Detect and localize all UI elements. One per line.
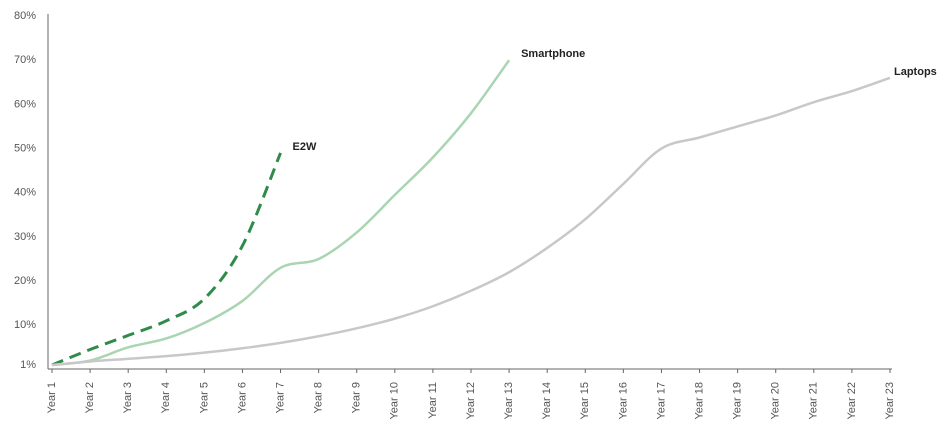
y-tick-label: 60% [14,98,36,110]
x-tick-label: Year 10 [389,382,401,420]
x-tick-label: Year 4 [160,382,172,413]
y-tick-label: 80% [14,10,36,22]
x-tick-label: Year 15 [579,382,591,420]
series-line [51,59,511,367]
x-tick-label: Year 20 [770,382,782,420]
x-tick-label: Year 8 [313,382,325,413]
y-tick-label: 30% [14,231,36,243]
x-tick-label: Year 5 [198,382,210,413]
y-tick-label: 40% [14,187,36,199]
series-line [51,76,891,367]
series-label: Smartphone [521,48,585,60]
x-tick-label: Year 3 [122,382,134,413]
x-tick-label: Year 6 [236,382,248,413]
series-label: E2W [293,141,317,153]
x-tick-label: Year 22 [846,382,858,420]
x-tick-label: Year 18 [693,382,705,420]
x-tick-label: Year 17 [655,382,667,420]
x-tick-label: Year 7 [274,382,286,413]
series-line [51,152,282,367]
x-tick-label: Year 9 [351,382,363,413]
x-tick-label: Year 2 [84,382,96,413]
y-tick-label: 20% [14,275,36,287]
x-tick-label: Year 13 [503,382,515,420]
series-label: Laptops [894,66,937,78]
x-tick-label: Year 16 [617,382,629,420]
x-tick-label: Year 21 [808,382,820,420]
y-tick-label: 10% [14,319,36,331]
y-tick-label: 1% [20,359,36,371]
x-tick-label: Year 11 [427,382,439,419]
y-tick-label: 70% [14,54,36,66]
x-tick-label: Year 14 [541,382,553,420]
x-tick-label: Year 19 [732,382,744,420]
x-tick-label: Year 23 [884,382,896,420]
x-tick-label: Year 1 [46,382,58,413]
y-tick-label: 50% [14,142,36,154]
x-tick-label: Year 12 [465,382,477,420]
